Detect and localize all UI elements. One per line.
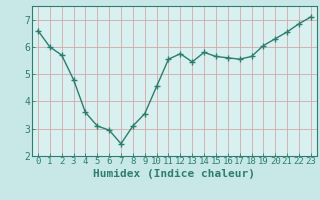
X-axis label: Humidex (Indice chaleur): Humidex (Indice chaleur) <box>93 169 255 179</box>
